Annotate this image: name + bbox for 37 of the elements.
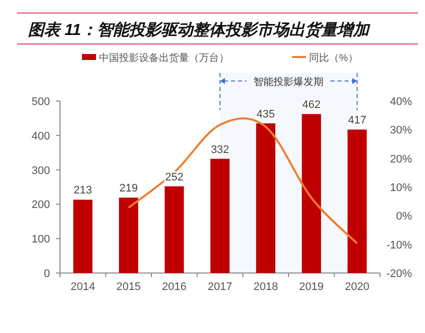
y2-tick-label: 20% — [390, 153, 412, 166]
data-label: 435 — [256, 108, 275, 120]
x-tick-label: 2020 — [344, 281, 370, 293]
x-tick-label: 2014 — [70, 281, 96, 293]
data-label: 219 — [119, 182, 138, 195]
data-label: 417 — [348, 114, 366, 127]
bar — [118, 198, 138, 273]
legend-label: 中国投影设备出货量（万台） — [99, 52, 229, 64]
bar — [164, 186, 184, 273]
y-tick-label: 400 — [32, 130, 50, 142]
x-tick-label: 2018 — [253, 281, 278, 293]
y-tick-label: 100 — [32, 234, 50, 246]
y-tick-label: 200 — [32, 199, 50, 212]
y2-tick-label: 10% — [390, 182, 412, 194]
y2-tick-label: 0% — [396, 210, 412, 223]
data-label: 462 — [302, 99, 321, 112]
legend-label: 同比（%） — [309, 52, 358, 64]
bar — [302, 114, 322, 273]
y-tick-label: 500 — [32, 96, 50, 108]
bar — [210, 158, 230, 273]
band-label: 智能投影爆发期 — [254, 76, 324, 88]
y-tick-label: 300 — [32, 164, 50, 177]
y-tick-label: 0 — [44, 268, 50, 280]
bar — [348, 130, 367, 273]
y2-tick-label: -10% — [386, 239, 412, 252]
y2-tick-label: 30% — [390, 124, 412, 137]
chart-title: 图表 11：智能投影驱动整体投影市场出货量增加 — [28, 21, 372, 39]
bar — [256, 123, 276, 273]
x-tick-label: 2017 — [208, 281, 232, 293]
data-label: 332 — [210, 144, 230, 156]
data-label: 213 — [74, 184, 92, 197]
x-tick-label: 2019 — [299, 281, 324, 293]
y2-tick-label: -20% — [386, 268, 412, 280]
x-tick-label: 2015 — [116, 281, 141, 293]
y2-tick-label: 40% — [390, 96, 412, 108]
bar — [73, 200, 92, 273]
x-tick-label: 2016 — [162, 281, 187, 293]
